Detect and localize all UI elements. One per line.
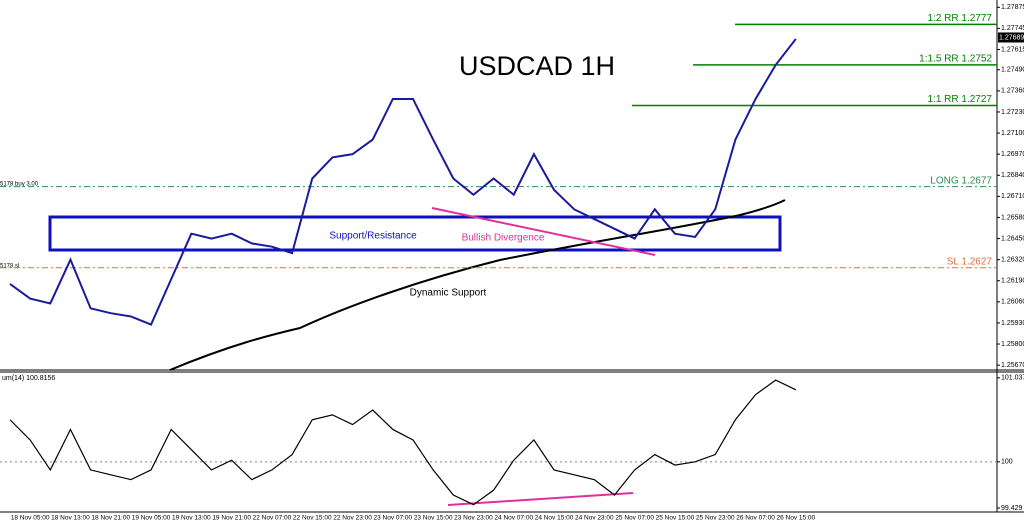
- y-tick-label: 1.26970: [1001, 151, 1024, 158]
- level-label: 1:1 RR 1.2727: [928, 94, 993, 105]
- y-tick-label: 1.27230: [1001, 109, 1024, 116]
- x-tick-label: 22 Nov 15:00: [293, 515, 332, 522]
- x-tick-label: 18 Nov 21:00: [91, 515, 130, 522]
- price-line: [9, 379, 797, 506]
- x-tick-label: 19 Nov 05:00: [132, 515, 171, 522]
- x-tick-label: 24 Nov 07:00: [494, 515, 533, 522]
- y-tick-label: 1.27875: [1001, 4, 1024, 11]
- y-tick-label: 1.27490: [1001, 67, 1024, 74]
- x-tick-label: 19 Nov 13:00: [172, 515, 211, 522]
- indicator-title: um(14) 100.8156: [2, 375, 55, 382]
- x-tick-label: 23 Nov 07:00: [374, 515, 413, 522]
- y-tick-label: 1.27745: [1001, 25, 1024, 32]
- y-tick-label: 1.26060: [1001, 299, 1024, 306]
- chart-title: USDCAD 1H: [459, 51, 615, 81]
- dynamic-support-curve: [169, 199, 786, 371]
- level-label: 1:1.5 RR 1.2752: [919, 54, 992, 65]
- x-tick-label: 25 Nov 23:00: [696, 515, 735, 522]
- y-tick-label: 99.429: [1001, 505, 1023, 512]
- support-resistance-box: [48, 215, 782, 252]
- last-price-label: 1.27689: [999, 34, 1024, 41]
- annotation: Bullish Divergence: [462, 233, 545, 244]
- x-tick-label: 18 Nov 13:00: [51, 515, 90, 522]
- y-tick-label: 1.25670: [1001, 362, 1024, 369]
- annotation: Dynamic Support: [410, 288, 487, 299]
- divergence-line: [431, 207, 656, 256]
- y-tick-label: 1.26710: [1001, 193, 1024, 200]
- level-label: SL 1.2627: [947, 256, 993, 267]
- x-tick-label: 26 Nov 07:00: [736, 515, 775, 522]
- divergence-line: [447, 492, 634, 506]
- order-label: 5178 sl: [0, 264, 19, 270]
- y-tick-label: 100: [1001, 459, 1013, 466]
- y-tick-label: 1.27615: [1001, 46, 1024, 53]
- x-tick-label: 24 Nov 23:00: [575, 515, 614, 522]
- y-tick-label: 1.25930: [1001, 320, 1024, 327]
- x-tick-label: 23 Nov 23:00: [454, 515, 493, 522]
- y-tick-label: 1.25800: [1001, 341, 1024, 348]
- y-tick-label: 1.27360: [1001, 88, 1024, 95]
- x-tick-label: 19 Nov 21:00: [212, 515, 251, 522]
- y-tick-label: 1.26580: [1001, 214, 1024, 221]
- x-tick-label: 18 Nov 05:00: [11, 515, 50, 522]
- level-label: LONG 1.2677: [930, 175, 992, 186]
- x-tick-label: 24 Nov 15:00: [535, 515, 574, 522]
- order-label: 5178 buy 3.00: [0, 182, 39, 188]
- y-tick-label: 1.26840: [1001, 172, 1024, 179]
- x-tick-label: 23 Nov 15:00: [414, 515, 453, 522]
- x-tick-label: 25 Nov 15:00: [656, 515, 695, 522]
- x-tick-label: 25 Nov 07:00: [615, 515, 654, 522]
- x-tick-label: 26 Nov 15:00: [777, 515, 816, 522]
- y-tick-label: 1.26190: [1001, 278, 1024, 285]
- y-tick-label: 1.26320: [1001, 256, 1024, 263]
- y-tick-label: 101.0379: [1001, 375, 1024, 382]
- x-tick-label: 22 Nov 07:00: [253, 515, 292, 522]
- x-tick-label: 22 Nov 23:00: [333, 515, 372, 522]
- price-line: [9, 38, 797, 326]
- y-tick-label: 1.26450: [1001, 235, 1024, 242]
- annotation: Support/Resistance: [329, 231, 417, 242]
- level-label: 1:2 RR 1.2777: [928, 13, 993, 24]
- y-tick-label: 1.27100: [1001, 130, 1024, 137]
- last-price-marker: [998, 32, 1024, 43]
